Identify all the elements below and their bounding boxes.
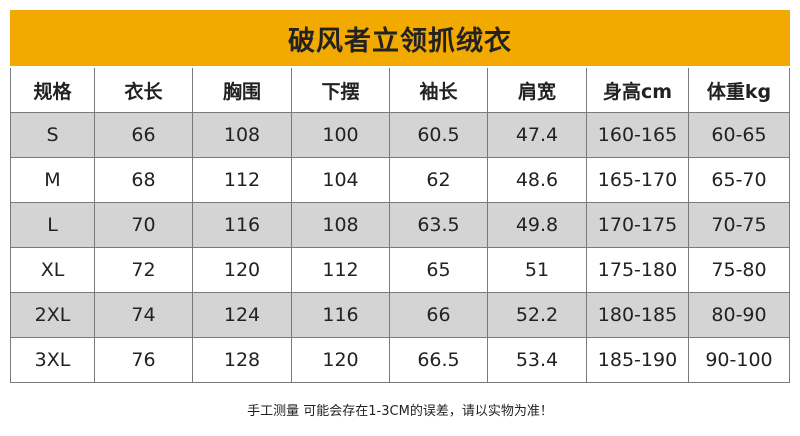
header-cell: 胸围 bbox=[193, 68, 292, 112]
table-cell: 128 bbox=[193, 338, 292, 382]
header-cell: 体重kg bbox=[689, 68, 790, 112]
table-cell: 60.5 bbox=[390, 113, 488, 157]
table-cell: 47.4 bbox=[488, 113, 587, 157]
table-row: 3XL 76 128 120 66.5 53.4 185-190 90-100 bbox=[10, 338, 790, 383]
table-cell: 48.6 bbox=[488, 158, 587, 202]
table-row: S 66 108 100 60.5 47.4 160-165 60-65 bbox=[10, 113, 790, 158]
table-cell: 62 bbox=[390, 158, 488, 202]
table-cell: 65-70 bbox=[689, 158, 790, 202]
table-cell: S bbox=[10, 113, 95, 157]
table-row: L 70 116 108 63.5 49.8 170-175 70-75 bbox=[10, 203, 790, 248]
table-cell: 120 bbox=[193, 248, 292, 292]
table-cell: 120 bbox=[292, 338, 390, 382]
table-row: M 68 112 104 62 48.6 165-170 65-70 bbox=[10, 158, 790, 203]
header-cell: 肩宽 bbox=[488, 68, 587, 112]
table-cell: 185-190 bbox=[587, 338, 689, 382]
table-cell: 175-180 bbox=[587, 248, 689, 292]
table-title: 破风者立领抓绒衣 bbox=[10, 10, 790, 66]
table-cell: XL bbox=[10, 248, 95, 292]
table-row: XL 72 120 112 65 51 175-180 75-80 bbox=[10, 248, 790, 293]
table-cell: 112 bbox=[292, 248, 390, 292]
header-cell: 袖长 bbox=[390, 68, 488, 112]
table-cell: 90-100 bbox=[689, 338, 790, 382]
table-cell: 49.8 bbox=[488, 203, 587, 247]
table-cell: 170-175 bbox=[587, 203, 689, 247]
table-cell: 66 bbox=[95, 113, 193, 157]
table-cell: 124 bbox=[193, 293, 292, 337]
table-cell: L bbox=[10, 203, 95, 247]
table-cell: 165-170 bbox=[587, 158, 689, 202]
table-cell: 76 bbox=[95, 338, 193, 382]
table-cell: 74 bbox=[95, 293, 193, 337]
table-cell: 72 bbox=[95, 248, 193, 292]
table-cell: 66.5 bbox=[390, 338, 488, 382]
table-cell: M bbox=[10, 158, 95, 202]
table-cell: 51 bbox=[488, 248, 587, 292]
table-cell: 112 bbox=[193, 158, 292, 202]
table-cell: 180-185 bbox=[587, 293, 689, 337]
header-cell: 身高cm bbox=[587, 68, 689, 112]
table-cell: 63.5 bbox=[390, 203, 488, 247]
table-cell: 108 bbox=[292, 203, 390, 247]
table-cell: 160-165 bbox=[587, 113, 689, 157]
table-cell: 52.2 bbox=[488, 293, 587, 337]
table-cell: 60-65 bbox=[689, 113, 790, 157]
table-cell: 65 bbox=[390, 248, 488, 292]
table-cell: 3XL bbox=[10, 338, 95, 382]
footnote: 手工测量 可能会存在1-3CM的误差，请以实物为准！ bbox=[247, 404, 553, 419]
header-cell: 下摆 bbox=[292, 68, 390, 112]
table-cell: 116 bbox=[193, 203, 292, 247]
table-cell: 104 bbox=[292, 158, 390, 202]
table-cell: 53.4 bbox=[488, 338, 587, 382]
header-cell: 衣长 bbox=[95, 68, 193, 112]
table-cell: 66 bbox=[390, 293, 488, 337]
table-cell: 2XL bbox=[10, 293, 95, 337]
table-cell: 108 bbox=[193, 113, 292, 157]
table-cell: 100 bbox=[292, 113, 390, 157]
table-cell: 116 bbox=[292, 293, 390, 337]
table-cell: 70 bbox=[95, 203, 193, 247]
table-cell: 75-80 bbox=[689, 248, 790, 292]
table-cell: 80-90 bbox=[689, 293, 790, 337]
table-cell: 68 bbox=[95, 158, 193, 202]
table-row: 2XL 74 124 116 66 52.2 180-185 80-90 bbox=[10, 293, 790, 338]
header-row: 规格 衣长 胸围 下摆 袖长 肩宽 身高cm 体重kg bbox=[10, 68, 790, 113]
table-cell: 70-75 bbox=[689, 203, 790, 247]
header-cell: 规格 bbox=[10, 68, 95, 112]
size-table: 规格 衣长 胸围 下摆 袖长 肩宽 身高cm 体重kg S 66 108 100 60.5 47.4 160… bbox=[10, 68, 790, 383]
